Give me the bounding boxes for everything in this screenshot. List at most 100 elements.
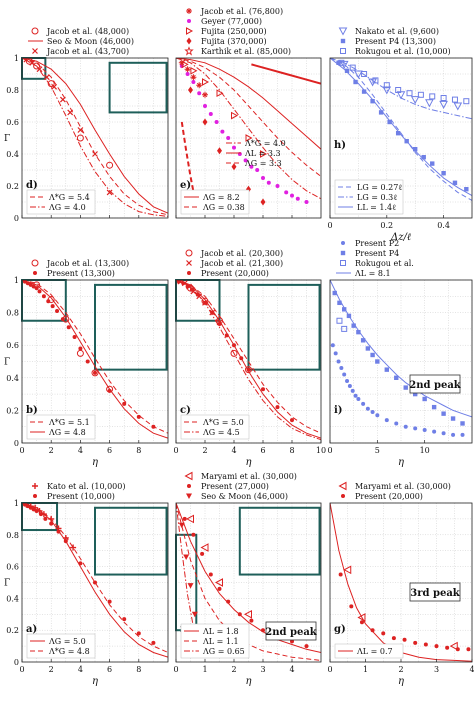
point-i-2-8: [353, 393, 358, 398]
ytick-label-b-1: 0.2: [6, 406, 19, 415]
legend-top-h-key-1: [340, 38, 346, 44]
legend-top-h-key-2: [340, 48, 346, 54]
point-e-5-4: [203, 104, 207, 108]
legend-inner-h-label-0: LG = 0.27ℓ: [357, 183, 402, 192]
point-e-5-11: [243, 158, 248, 163]
point-e-5-18: [290, 193, 294, 198]
xtick-label-g-4: 4: [469, 665, 474, 674]
point-d-4-8: [92, 151, 98, 157]
point-h-3-7: [417, 91, 424, 98]
point-a-3-4: [34, 508, 39, 513]
legend-mid-e-label-2: ΛG = 3.3: [244, 159, 282, 168]
point-g-2-5: [391, 636, 396, 641]
point-h-3-10: [451, 96, 458, 103]
point-g-2-8: [423, 642, 428, 647]
point-a-3-5: [38, 512, 43, 517]
point-h-5-9: [413, 147, 418, 152]
point-a-3-12: [107, 599, 112, 604]
point-b-3-19: [151, 424, 156, 429]
frame-h: [329, 57, 473, 219]
peak-box-g: [409, 582, 461, 602]
legend-top-e-label-1: Geyer (77,000): [201, 17, 262, 26]
legend-inner-f-label-1: ΛL = 1.1: [202, 637, 239, 646]
legend-top-f-key-0: [184, 471, 193, 481]
legend-top-c-label-1: Jacob et al. (21,300): [200, 259, 283, 268]
legend-top-d-label-0: Jacob et al. (48,000): [46, 27, 129, 36]
legend-top-e-key-2: [186, 27, 194, 35]
point-h-4-3: [382, 86, 392, 95]
ytick-label-b-3: 0.6: [6, 341, 19, 350]
point-h-5-12: [441, 171, 446, 176]
ytick-label-a-3: 0.6: [6, 563, 19, 572]
inset-box-d-1: [108, 61, 168, 114]
legend-inner-box-c: [180, 414, 250, 440]
point-h-3-11: [463, 98, 470, 105]
legend-top-f-label-1: Present (27,000): [201, 482, 269, 491]
xtick-label-a-1: 2: [49, 665, 54, 674]
point-f-5-0: [178, 522, 185, 529]
point-h-3-8: [429, 93, 436, 100]
legend-top-d-key-0: [31, 27, 39, 35]
point-e-5-15: [266, 180, 271, 185]
point-g-2-3: [370, 628, 375, 633]
point-h-3-4: [383, 82, 390, 89]
legend-top-e-label-3: Fujita (370,000): [201, 37, 267, 46]
legend-top-h-label-2: Rokugou et al. (10,000): [355, 47, 451, 56]
legend-top-b-label-0: Jacob et al. (13,300): [46, 259, 129, 268]
legend-inner-d-label-0: Λ*G = 5.4: [48, 193, 90, 202]
xtick-label-i-1: 5: [375, 446, 380, 455]
ytick-label-a-2: 0.4: [6, 594, 19, 603]
point-f-4-7: [249, 618, 254, 623]
point-e-7-5: [260, 198, 266, 206]
frame-f: [175, 502, 322, 663]
legend-inner-box-b: [26, 414, 96, 440]
point-b-3-11: [66, 325, 71, 330]
point-e-7-1: [202, 118, 208, 126]
curve-f-0: [176, 503, 321, 653]
point-d-4-2: [36, 66, 43, 73]
point-d-3-1: [33, 62, 41, 70]
point-i-2-4: [342, 372, 347, 377]
point-a-3-13: [122, 617, 127, 622]
legend-top-e-label-4: Karthik et al. (85,000): [201, 47, 291, 56]
legend-top-d-label-1: Seo & Moon (46,000): [47, 37, 134, 46]
point-i-2-16: [403, 424, 408, 429]
point-f-3-0: [185, 514, 194, 524]
panel-label-d: d): [26, 180, 38, 191]
series-a: [22, 503, 168, 658]
legend-top-d-key-2: [32, 48, 38, 54]
xlabel-i: η: [398, 457, 404, 468]
point-i-2-10: [361, 401, 366, 406]
point-h-5-7: [395, 131, 401, 136]
point-i-1-2: [342, 307, 347, 312]
legend-top-c-key-2: [187, 271, 191, 275]
point-h-5-2: [353, 79, 358, 85]
point-g-2-2: [359, 620, 364, 625]
point-i-3-1: [341, 325, 348, 332]
point-h-4-8: [453, 102, 463, 111]
xlabel-g: η: [398, 676, 404, 687]
legend-inner-box-g: [334, 643, 404, 659]
curve-c-1: [176, 280, 321, 434]
xlabel-c: η: [246, 457, 252, 468]
ytick-label-a-5: 1: [14, 499, 19, 508]
point-e-5-13: [255, 168, 260, 172]
point-d-3-4: [106, 161, 114, 169]
point-a-3-3: [31, 507, 36, 512]
legend-inner-b-label-0: Λ*G = 5.1: [48, 418, 90, 427]
point-h-5-11: [430, 161, 435, 166]
point-h-4-2: [368, 78, 377, 87]
point-c-3-3: [230, 349, 238, 357]
point-e-7-0: [188, 86, 193, 94]
point-f-4-11: [304, 644, 309, 649]
point-c-5-11: [246, 367, 251, 372]
point-b-3-18: [136, 414, 141, 419]
point-b-3-10: [60, 317, 65, 322]
point-d-4-9: [106, 189, 113, 196]
panel-label-b: b): [26, 405, 38, 416]
legend-top-a-label-1: Present (10,000): [47, 492, 115, 501]
legend-top-g-key-0: [338, 481, 347, 491]
legend-inner-e-label-1: ΛG = 0.38: [202, 203, 245, 212]
